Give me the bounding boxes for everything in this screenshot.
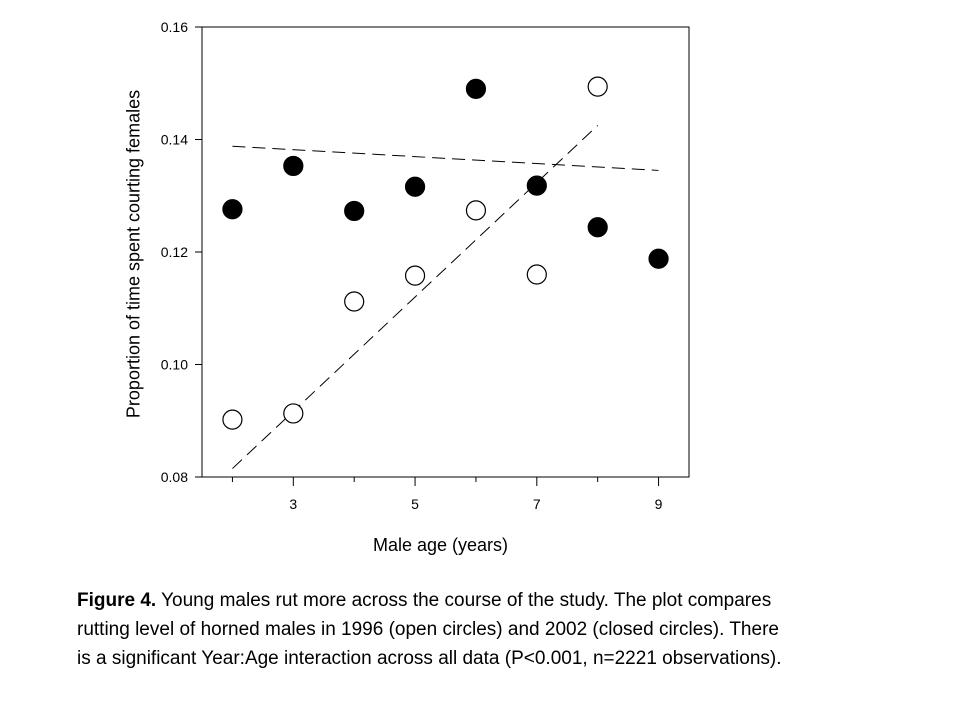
closed-circle-point bbox=[526, 175, 547, 196]
open-circle-point bbox=[222, 409, 243, 430]
closed-circle-point bbox=[587, 217, 608, 238]
caption-text: Young males rut more across the course o… bbox=[77, 590, 782, 669]
y-tick-label: 0.12 bbox=[161, 244, 188, 260]
data-points bbox=[222, 76, 669, 430]
y-tick-label: 0.10 bbox=[161, 357, 188, 373]
y-tick-label: 0.14 bbox=[161, 132, 188, 148]
open-circle-point bbox=[587, 76, 608, 97]
open-circle-point bbox=[283, 403, 304, 424]
plot-frame bbox=[201, 26, 690, 478]
closed-circle-point bbox=[404, 176, 426, 197]
y-tick-label: 0.08 bbox=[161, 469, 188, 485]
open-circle-point bbox=[344, 291, 365, 312]
open-circle-point bbox=[526, 264, 547, 285]
tick-labels: 0.08 0.10 0.12 0.14 0.16 3 5 7 9 bbox=[161, 19, 663, 512]
open-circle-point bbox=[404, 265, 426, 286]
scatter-chart: 0.08 0.10 0.12 0.14 0.16 3 5 7 9 Male age (years… bbox=[123, 19, 690, 555]
open-circle-point bbox=[465, 200, 487, 221]
caption-label: Figure 4. bbox=[77, 590, 157, 611]
axes bbox=[195, 26, 690, 486]
trend-line-2 bbox=[232, 145, 659, 171]
x-tick-label: 3 bbox=[289, 496, 297, 512]
x-tick-label: 9 bbox=[655, 496, 663, 512]
x-tick-label: 5 bbox=[411, 496, 419, 512]
figure-caption: Figure 4. Young males rut more across th… bbox=[77, 586, 797, 673]
closed-circle-point bbox=[283, 155, 304, 177]
closed-circle-point bbox=[648, 248, 669, 269]
closed-circle-point bbox=[344, 200, 365, 222]
x-tick-label: 7 bbox=[533, 496, 541, 512]
closed-circle-point bbox=[465, 78, 487, 99]
y-tick-label: 0.16 bbox=[161, 19, 188, 35]
y-axis-title: Proportion of time spent courting female… bbox=[123, 90, 143, 418]
x-axis-title: Male age (years) bbox=[373, 535, 508, 555]
closed-circle-point bbox=[222, 199, 243, 220]
